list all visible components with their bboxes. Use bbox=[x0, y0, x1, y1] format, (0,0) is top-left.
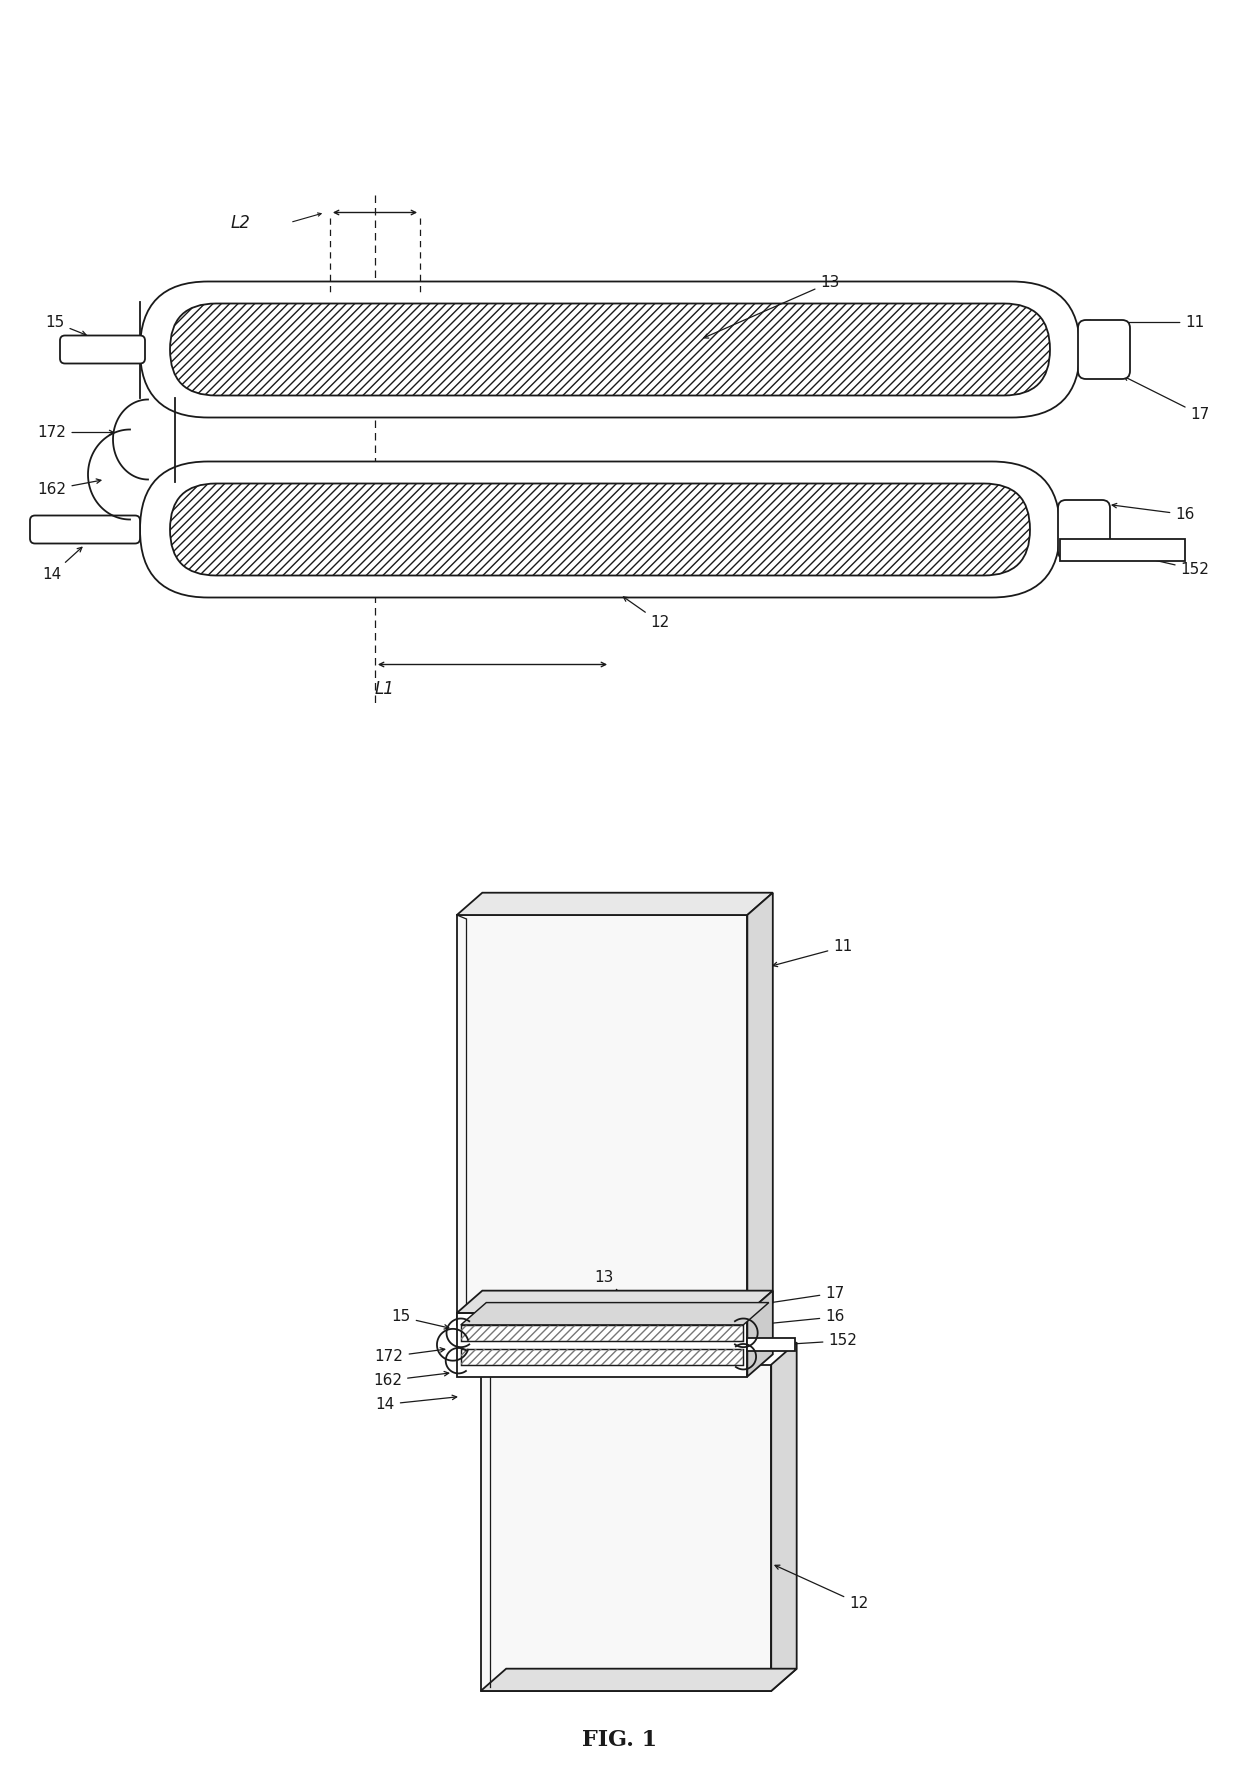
FancyBboxPatch shape bbox=[170, 484, 1030, 576]
FancyBboxPatch shape bbox=[140, 281, 1080, 418]
Polygon shape bbox=[481, 1670, 796, 1691]
Polygon shape bbox=[771, 1342, 796, 1691]
Text: 172: 172 bbox=[37, 425, 114, 439]
Text: 172: 172 bbox=[374, 1348, 445, 1364]
Polygon shape bbox=[461, 1350, 743, 1366]
Text: 11: 11 bbox=[773, 939, 852, 967]
FancyBboxPatch shape bbox=[60, 336, 145, 363]
Text: L1: L1 bbox=[374, 681, 394, 699]
Polygon shape bbox=[461, 1325, 743, 1341]
Text: 17: 17 bbox=[1123, 377, 1210, 421]
Text: 13: 13 bbox=[704, 276, 839, 338]
Text: 12: 12 bbox=[775, 1565, 868, 1611]
FancyBboxPatch shape bbox=[170, 304, 1050, 395]
Text: 16: 16 bbox=[759, 1309, 844, 1326]
FancyBboxPatch shape bbox=[140, 462, 1060, 597]
Polygon shape bbox=[456, 1312, 748, 1376]
Text: 11: 11 bbox=[1086, 315, 1204, 331]
Polygon shape bbox=[748, 893, 773, 1325]
Text: 162: 162 bbox=[373, 1371, 449, 1389]
Polygon shape bbox=[456, 893, 773, 916]
Text: 13: 13 bbox=[594, 1269, 649, 1321]
Text: 162: 162 bbox=[37, 478, 100, 498]
Polygon shape bbox=[481, 1366, 771, 1691]
Text: 14: 14 bbox=[42, 548, 82, 581]
Polygon shape bbox=[748, 1291, 773, 1376]
FancyBboxPatch shape bbox=[1078, 320, 1130, 379]
Text: 15: 15 bbox=[46, 315, 86, 336]
FancyBboxPatch shape bbox=[30, 516, 140, 544]
FancyBboxPatch shape bbox=[1058, 500, 1110, 558]
Text: 12: 12 bbox=[624, 597, 670, 629]
Polygon shape bbox=[456, 916, 748, 1325]
Text: 152: 152 bbox=[784, 1334, 857, 1348]
Polygon shape bbox=[456, 1291, 773, 1312]
Text: 16: 16 bbox=[1112, 503, 1194, 523]
Text: L2: L2 bbox=[231, 213, 250, 231]
Polygon shape bbox=[461, 1303, 769, 1325]
Text: 14: 14 bbox=[376, 1396, 456, 1412]
Bar bbox=[1060, 539, 1185, 560]
Text: 17: 17 bbox=[759, 1285, 844, 1305]
Text: FIG. 1: FIG. 1 bbox=[583, 1730, 657, 1751]
Text: 152: 152 bbox=[1135, 555, 1209, 578]
Polygon shape bbox=[748, 1339, 795, 1351]
Text: 15: 15 bbox=[392, 1309, 449, 1330]
